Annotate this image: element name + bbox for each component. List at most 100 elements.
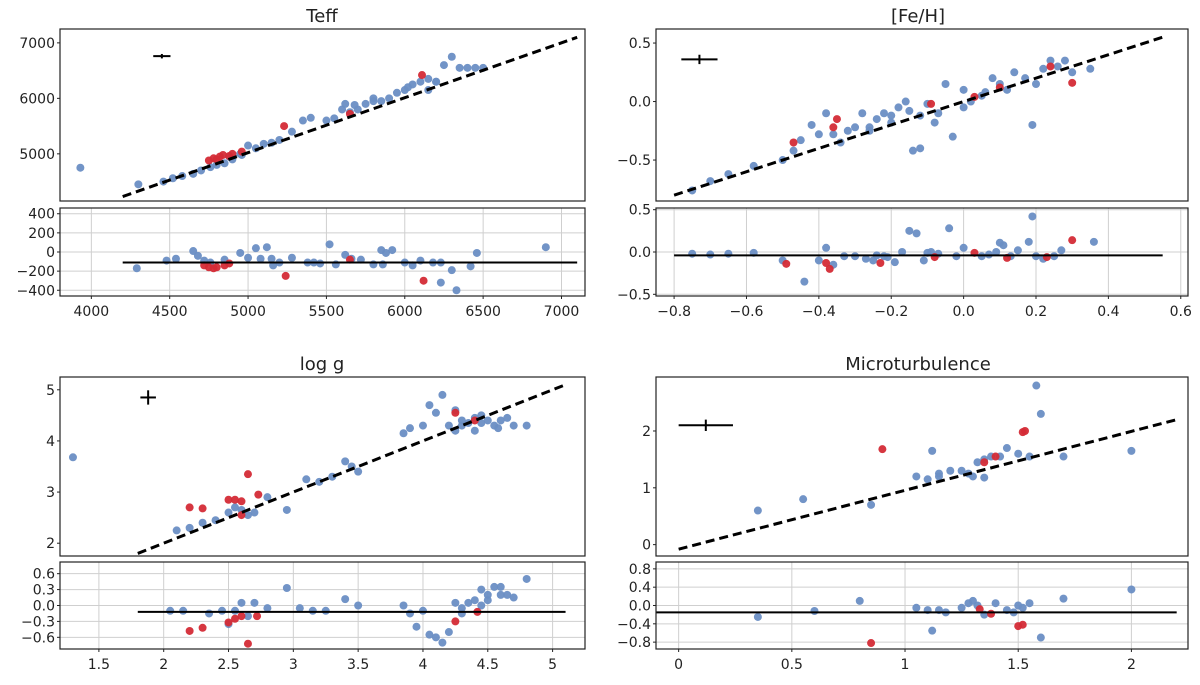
feh-residual-point <box>688 249 697 258</box>
microturbulence-data-point <box>799 495 808 504</box>
teff-data-point <box>361 99 370 108</box>
logg-highlight-point <box>224 495 233 504</box>
microturbulence-residual-point <box>753 612 762 621</box>
logg-residual-point <box>231 606 239 615</box>
logg-data-point <box>503 413 512 422</box>
logg-resid-xtick-label: 4.5 <box>477 657 499 673</box>
feh-data-point <box>807 120 816 129</box>
feh-data-point <box>905 106 914 115</box>
teff-residual-point <box>436 278 445 287</box>
feh-residual-point <box>992 248 1001 256</box>
microturbulence-residual-point <box>991 599 1000 608</box>
microturbulence-resid-ytick-label: −0.8 <box>617 635 651 651</box>
microturbulence-main-plot: 0 1 2 <box>642 376 1189 557</box>
logg-data-point <box>185 523 194 532</box>
teff-residual-point <box>267 254 276 263</box>
teff-residual-point <box>381 248 390 257</box>
feh-residual-point <box>1024 237 1033 246</box>
feh-data-point <box>1086 64 1095 73</box>
logg-data-point <box>231 503 239 512</box>
feh-residual-highlight-point <box>930 253 939 262</box>
microturbulence-residual-highlight-point <box>987 609 996 618</box>
feh-data-point <box>858 109 867 118</box>
logg-residual-point <box>166 606 175 615</box>
feh-residual-point <box>1057 246 1066 255</box>
chart-title-microturbulence: Microturbulence <box>845 354 991 375</box>
teff-data-point <box>341 99 350 108</box>
feh-resid-xtick-label: −0.6 <box>729 304 763 320</box>
logg-data-point <box>302 475 311 484</box>
logg-residual-point <box>243 612 252 621</box>
microturbulence-data-point <box>1036 409 1045 418</box>
feh-residual-point <box>1028 212 1037 221</box>
teff-data-point <box>287 127 296 136</box>
teff-data-point <box>275 135 284 144</box>
microturbulence-main-ytick-label: 2 <box>642 424 651 440</box>
microturbulence-resid-ytick-label: −0.4 <box>617 617 651 633</box>
teff-main-ytick-label: 6000 <box>19 91 55 107</box>
feh-highlight-point <box>829 123 838 132</box>
teff-resid-ytick-label: 400 <box>28 207 55 223</box>
panel-teff: Teff 5000 6000 7000 −400 −200 0 200 400 4000 450… <box>17 6 586 320</box>
teff-residual-point <box>262 243 271 252</box>
feh-residual-point <box>883 253 892 262</box>
logg-main-ytick-label: 3 <box>46 485 55 501</box>
feh-data-point <box>959 103 968 112</box>
feh-highlight-point <box>927 99 936 108</box>
logg-residual-point <box>308 606 317 615</box>
feh-residual-highlight-point <box>1068 236 1077 245</box>
microturbulence-data-point <box>1127 446 1136 455</box>
feh-residual-point <box>724 249 733 258</box>
logg-data-point <box>198 518 207 527</box>
teff-data-point <box>392 88 401 97</box>
logg-residual-point <box>179 606 188 615</box>
feh-residual-point <box>995 238 1004 247</box>
microturbulence-highlight-point <box>991 452 1000 461</box>
microturbulence-residual-point <box>1025 599 1034 608</box>
teff-residual-point <box>466 262 475 271</box>
feh-data-point <box>796 136 805 145</box>
feh-resid-xtick-label: −0.8 <box>657 304 691 320</box>
logg-resid-frame <box>59 561 586 650</box>
logg-residual-point <box>406 609 414 618</box>
teff-main-ytick-label: 5000 <box>19 147 55 163</box>
feh-main-ytick-label: 0.5 <box>629 36 651 52</box>
microturbulence-data-point <box>867 500 876 509</box>
logg-residual-point <box>444 628 453 637</box>
teff-data-point <box>350 101 359 110</box>
logg-residual-point <box>509 593 518 602</box>
feh-data-point <box>1046 56 1055 65</box>
teff-resid-xtick-label: 6000 <box>387 304 423 320</box>
feh-resid-xtick-label: 0.6 <box>1170 304 1192 320</box>
logg-data-point <box>282 505 291 514</box>
microturbulence-fit-line <box>678 418 1178 551</box>
logg-data-point <box>341 457 350 466</box>
logg-data-point <box>425 401 434 410</box>
teff-main-ytick-label: 7000 <box>19 36 55 52</box>
microturbulence-data-point <box>1002 444 1011 453</box>
logg-residual-point <box>295 604 304 613</box>
teff-data-point <box>322 116 331 125</box>
feh-resid-xtick-label: −0.2 <box>874 304 908 320</box>
feh-residual-point <box>814 256 823 265</box>
microturbulence-main-ytick-label: 0 <box>642 538 651 554</box>
logg-main-frame <box>59 376 586 557</box>
teff-resid-xtick-label: 4000 <box>74 304 110 320</box>
teff-main-plot: 5000 6000 7000 <box>19 28 586 202</box>
logg-resid-xtick-label: 2.5 <box>217 657 239 673</box>
logg-residual-point <box>237 598 246 607</box>
logg-data-point <box>470 426 479 435</box>
teff-residual-point <box>132 264 141 273</box>
feh-highlight-point <box>1046 62 1055 71</box>
teff-residual-point <box>193 251 202 260</box>
teff-residual-highlight-point <box>281 271 290 280</box>
teff-main-frame <box>59 28 586 202</box>
feh-data-point <box>901 97 910 106</box>
logg-resid-xtick-label: 4 <box>419 657 428 673</box>
feh-residual-point <box>890 258 899 267</box>
teff-highlight-point <box>280 122 289 131</box>
feh-data-point <box>930 118 939 127</box>
logg-main-plot-area <box>60 377 585 556</box>
teff-data-point <box>377 97 386 106</box>
feh-data-point <box>894 103 903 112</box>
